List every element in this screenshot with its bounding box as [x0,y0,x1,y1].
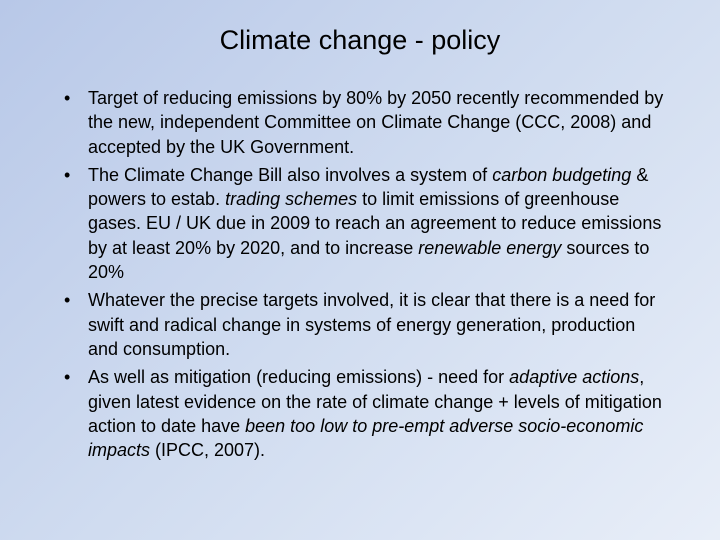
italic-text-run: carbon budgeting [492,165,631,185]
bullet-item: The Climate Change Bill also involves a … [60,163,670,284]
text-run: (IPCC, 2007). [150,440,265,460]
text-run: The Climate Change Bill also involves a … [88,165,492,185]
text-run: As well as mitigation (reducing emission… [88,367,509,387]
text-run: Whatever the precise targets involved, i… [88,290,655,359]
bullet-list: Target of reducing emissions by 80% by 2… [50,86,670,462]
text-run: Target of reducing emissions by 80% by 2… [88,88,663,157]
slide-container: Climate change - policy Target of reduci… [0,0,720,540]
italic-text-run: trading schemes [225,189,357,209]
bullet-item: Whatever the precise targets involved, i… [60,288,670,361]
italic-text-run: adaptive actions [509,367,639,387]
slide-title: Climate change - policy [50,25,670,56]
bullet-item: As well as mitigation (reducing emission… [60,365,670,462]
italic-text-run: renewable energy [418,238,561,258]
bullet-item: Target of reducing emissions by 80% by 2… [60,86,670,159]
